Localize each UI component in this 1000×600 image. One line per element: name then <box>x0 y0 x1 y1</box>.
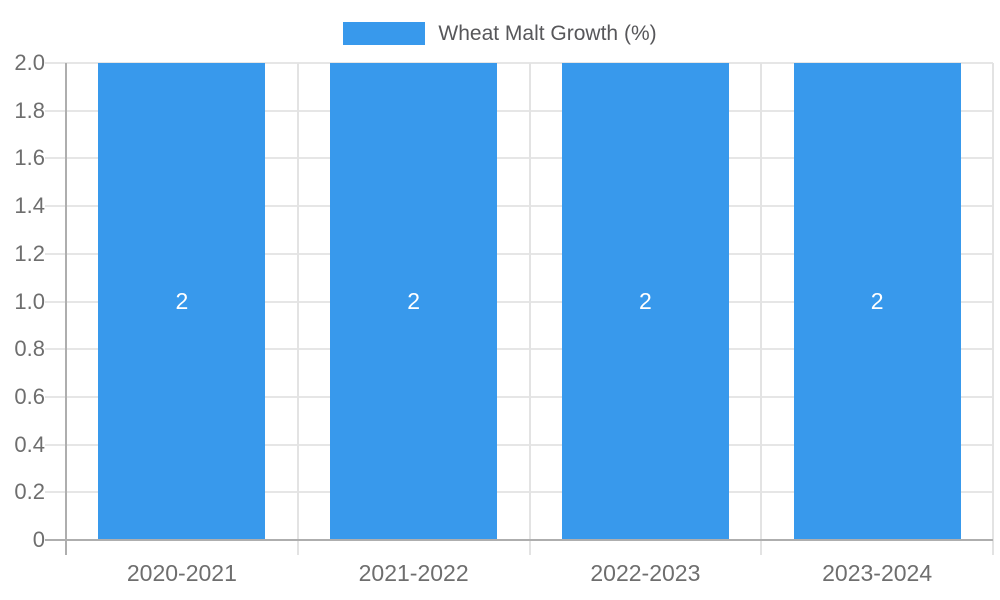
chart-legend: Wheat Malt Growth (%) <box>0 21 1000 46</box>
bar-value-label: 2 <box>870 288 884 314</box>
y-tick-label: 0.6 <box>14 383 45 409</box>
y-tick-label: 2.0 <box>14 50 45 75</box>
y-axis-line <box>65 63 67 555</box>
x-axis-line <box>45 539 993 541</box>
gridline <box>45 491 993 494</box>
y-tick-label: 0.2 <box>14 479 45 505</box>
y-tick-label: 1.4 <box>14 193 45 219</box>
y-tick-label: 0.4 <box>14 431 45 457</box>
bar-2020-2021: 2 <box>98 63 266 540</box>
x-tick-label: 2022-2023 <box>590 560 701 586</box>
y-tick-label: 0.8 <box>14 336 45 362</box>
bar-value-label: 2 <box>638 288 652 314</box>
gridline <box>45 62 993 64</box>
bar-value-label: 2 <box>407 288 421 314</box>
bar-value-label: 2 <box>175 288 189 314</box>
category-divider-line <box>296 63 299 555</box>
x-tick-label: 2023-2024 <box>822 560 933 586</box>
y-tick-label: 0 <box>32 527 45 552</box>
gridline <box>45 395 993 398</box>
bar-2021-2022: 2 <box>330 63 498 540</box>
y-tick-label: 1.2 <box>14 240 45 266</box>
y-tick-label: 1.0 <box>14 288 45 314</box>
x-tick-label: 2021-2022 <box>358 560 469 586</box>
plot-area: 2 2 2 2 2.0 1.8 1.6 1.4 1.2 1.0 0.8 0.6 0.4 0.2 0 202… <box>14 50 994 586</box>
gridline <box>45 300 993 303</box>
legend-series-label: Wheat Malt Growth (%) <box>438 22 657 45</box>
y-tick-label: 1.8 <box>14 97 45 123</box>
y-tick-label: 1.6 <box>14 145 45 171</box>
gridline <box>45 348 993 351</box>
x-tick-label: 2020-2021 <box>126 560 237 586</box>
category-divider-line <box>528 63 531 555</box>
bar-2023-2024: 2 <box>793 63 961 540</box>
legend-swatch-icon <box>343 22 426 45</box>
gridline <box>45 205 993 208</box>
bar-2022-2023: 2 <box>561 63 729 540</box>
gridline <box>45 443 993 446</box>
gridline <box>45 252 993 255</box>
category-divider-line <box>760 63 763 555</box>
category-divider-line <box>992 63 994 555</box>
gridline <box>45 109 993 112</box>
gridline <box>45 157 993 160</box>
